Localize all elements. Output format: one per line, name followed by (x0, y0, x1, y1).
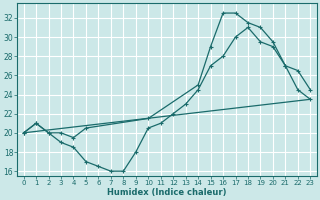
X-axis label: Humidex (Indice chaleur): Humidex (Indice chaleur) (107, 188, 227, 197)
